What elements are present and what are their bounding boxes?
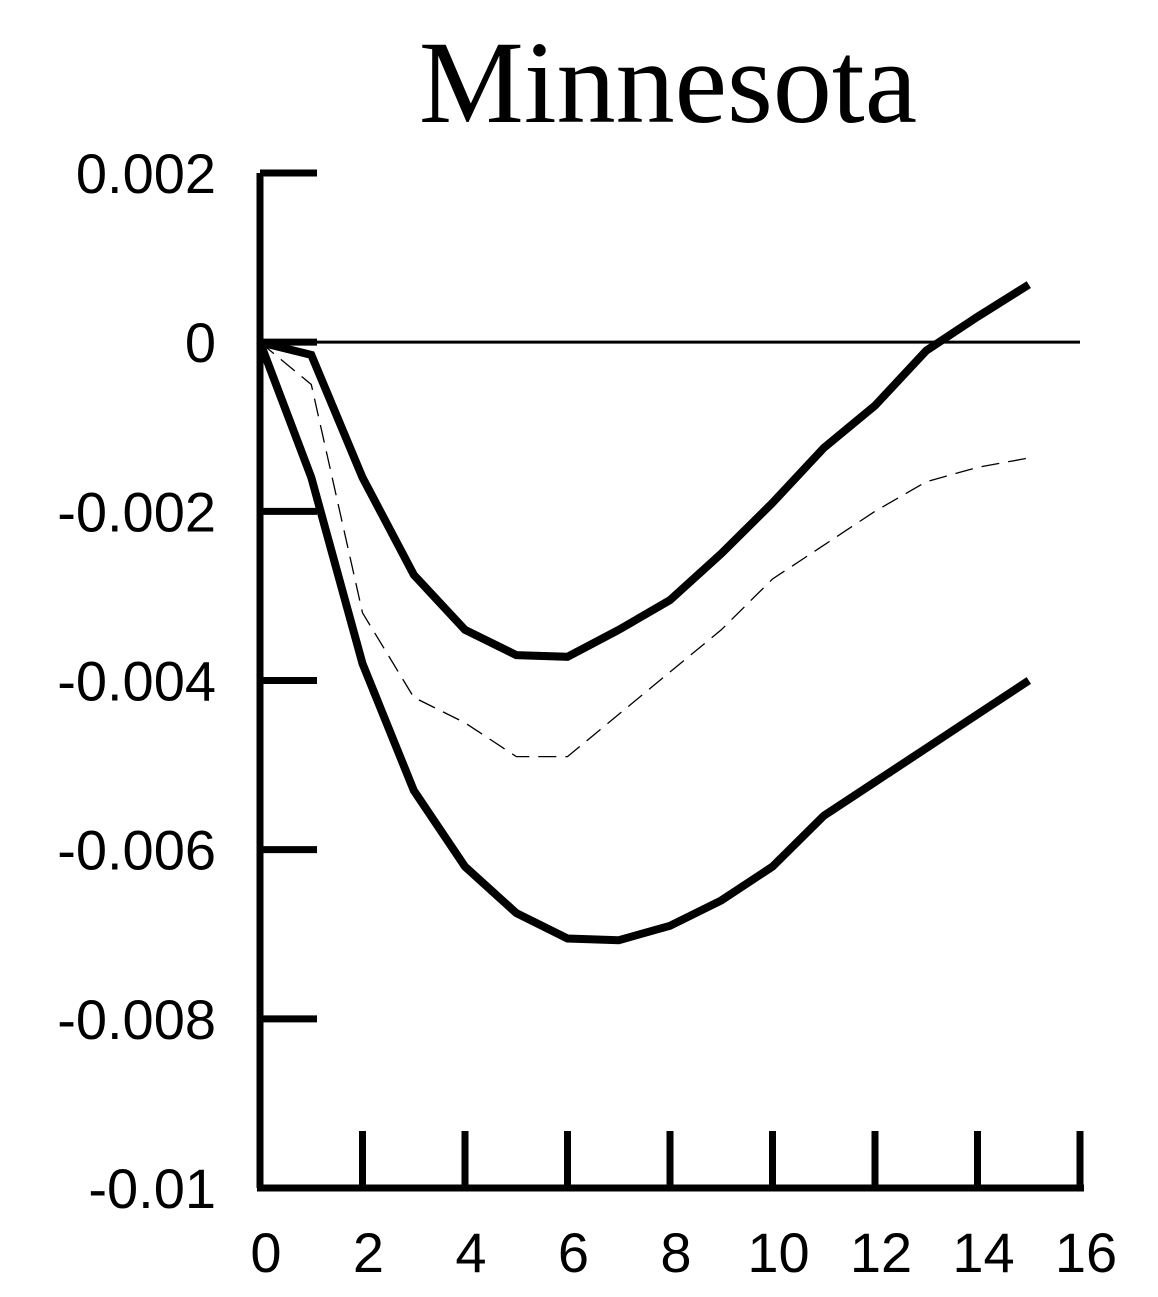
y-tick-label-0: 0.002 [76, 142, 216, 205]
axes [256, 169, 1084, 1192]
series-line-0 [259, 281, 1031, 661]
y-tick-label-4: -0.006 [57, 819, 216, 882]
y-tick-label-3: -0.004 [57, 650, 216, 713]
series-layer [256, 281, 1032, 945]
x-tick-label-3: 6 [558, 1221, 589, 1284]
x-tick-label-5: 10 [747, 1221, 809, 1284]
tick-labels: 0.002 0 -0.002 -0.004 -0.006 -0.008 -0.01 0 2 4 6 8… [57, 142, 1117, 1284]
series-line-2 [256, 340, 1032, 945]
y-tick-label-2: -0.002 [57, 480, 216, 543]
chart-title: Minnesota [419, 17, 917, 148]
x-tick-label-1: 2 [353, 1221, 384, 1284]
y-tick-label-5: -0.008 [57, 988, 216, 1051]
x-tick-label-4: 8 [660, 1221, 691, 1284]
x-tick-label-0: 0 [250, 1221, 281, 1284]
x-tick-label-6: 12 [850, 1221, 912, 1284]
x-tick-label-2: 4 [455, 1221, 486, 1284]
x-tick-label-8: 16 [1055, 1221, 1117, 1284]
y-tick-label-6: -0.01 [88, 1157, 216, 1220]
x-tick-label-7: 14 [952, 1221, 1014, 1284]
y-tick-label-1: 0 [185, 311, 216, 374]
